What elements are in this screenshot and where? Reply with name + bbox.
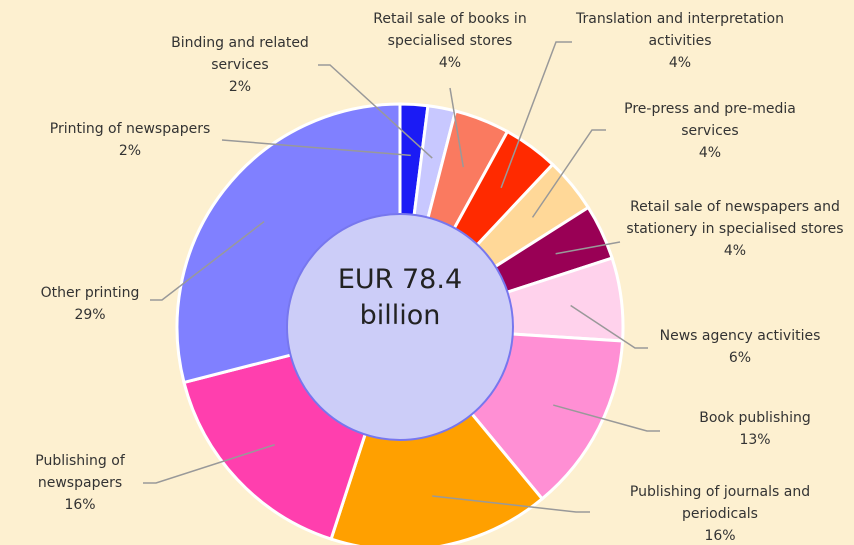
value-label: 2% xyxy=(228,79,252,95)
value-label: 4% xyxy=(698,145,722,161)
category-name: Retail sale of books in specialised stor… xyxy=(373,11,527,49)
value-label: 16% xyxy=(64,497,96,513)
slice-label: Publishing of newspapers 16% xyxy=(10,450,150,516)
category-name: News agency activities xyxy=(659,328,821,344)
value-label: 2% xyxy=(118,143,142,159)
slice-label: Printing of newspapers 2% xyxy=(20,118,240,162)
slice-label: Binding and related services 2% xyxy=(160,32,320,98)
value-label: 29% xyxy=(74,307,106,323)
slice-label: Translation and interpretation activitie… xyxy=(575,8,785,74)
slice-label: Publishing of journals and periodicals 16… xyxy=(605,481,835,545)
leader-line xyxy=(221,139,411,157)
leader-line xyxy=(553,404,660,432)
slice-label: Pre-press and pre-media services 4% xyxy=(610,98,810,164)
category-name: Pre-press and pre-media services xyxy=(624,101,796,139)
leader-line xyxy=(500,41,572,189)
leader-line xyxy=(570,304,648,349)
leader-line xyxy=(432,495,590,513)
slice-label: News agency activities 6% xyxy=(650,325,830,369)
slice-label: Retail sale of books in specialised stor… xyxy=(350,8,550,74)
value-label: 4% xyxy=(668,55,692,71)
leader-line xyxy=(555,241,621,255)
value-label: 13% xyxy=(739,432,771,448)
slice-label: Other printing 29% xyxy=(10,282,170,326)
leader-line xyxy=(531,129,606,218)
value-label: 6% xyxy=(728,350,752,366)
category-name: Retail sale of newspapers and stationery… xyxy=(626,199,844,237)
leader-line xyxy=(449,87,465,168)
category-name: Binding and related services xyxy=(171,35,309,73)
value-label: 4% xyxy=(723,243,747,259)
category-name: Publishing of journals and periodicals xyxy=(629,484,811,522)
slice-label: Book publishing 13% xyxy=(665,407,845,451)
category-name: Translation and interpretation activitie… xyxy=(576,11,784,49)
category-name: Book publishing xyxy=(699,410,811,426)
category-name: Publishing of newspapers xyxy=(35,453,125,491)
leader-line xyxy=(143,444,275,484)
leader-line xyxy=(318,64,433,159)
category-name: Other printing xyxy=(40,285,140,301)
value-label: 4% xyxy=(438,55,462,71)
leader-line xyxy=(150,220,265,301)
category-name: Printing of newspapers xyxy=(49,121,211,137)
value-label: 16% xyxy=(704,528,736,544)
center-label: EUR 78.4 billion xyxy=(337,264,463,331)
center-hole xyxy=(286,213,514,441)
slice-label: Retail sale of newspapers and stationery… xyxy=(625,196,845,262)
